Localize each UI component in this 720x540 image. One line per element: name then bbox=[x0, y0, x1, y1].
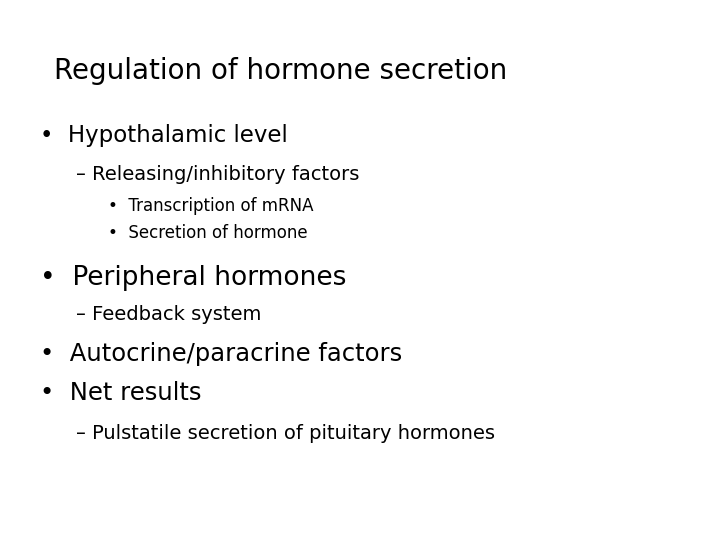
Text: •  Peripheral hormones: • Peripheral hormones bbox=[40, 265, 346, 291]
Text: – Feedback system: – Feedback system bbox=[76, 305, 261, 324]
Text: – Pulstatile secretion of pituitary hormones: – Pulstatile secretion of pituitary horm… bbox=[76, 424, 495, 443]
Text: •  Autocrine/paracrine factors: • Autocrine/paracrine factors bbox=[40, 342, 402, 366]
Text: – Releasing/inhibitory factors: – Releasing/inhibitory factors bbox=[76, 165, 359, 184]
Text: •  Net results: • Net results bbox=[40, 381, 201, 404]
Text: •  Secretion of hormone: • Secretion of hormone bbox=[108, 224, 307, 242]
Text: •  Transcription of mRNA: • Transcription of mRNA bbox=[108, 197, 313, 215]
Text: Regulation of hormone secretion: Regulation of hormone secretion bbox=[54, 57, 508, 85]
Text: •  Hypothalamic level: • Hypothalamic level bbox=[40, 124, 287, 147]
